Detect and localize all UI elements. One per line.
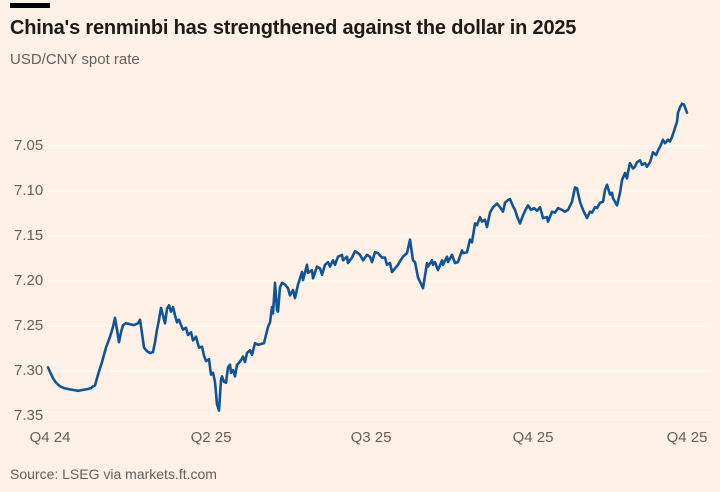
ft-accent-bar xyxy=(10,3,50,8)
usd-cny-spot-rate-line xyxy=(46,102,689,412)
x-tick-label: Q2 25 xyxy=(190,429,232,446)
x-tick-label: Q4 25 xyxy=(666,429,708,446)
y-tick-label: 7.10 xyxy=(14,182,44,199)
y-tick-label: 7.15 xyxy=(14,227,44,244)
y-tick-label: 7.05 xyxy=(14,137,44,154)
x-tick-label: Q4 24 xyxy=(29,429,71,446)
source-attribution: Source: LSEG via markets.ft.com xyxy=(10,466,217,482)
x-tick-label: Q4 25 xyxy=(512,429,554,446)
chart-title: China's renminbi has strengthened agains… xyxy=(10,17,577,39)
y-tick-label: 7.35 xyxy=(14,407,44,424)
y-tick-label: 7.20 xyxy=(14,272,44,289)
y-tick-label: 7.30 xyxy=(14,362,44,379)
y-tick-label: 7.25 xyxy=(14,317,44,334)
x-tick-label: Q3 25 xyxy=(350,429,392,446)
chart-subtitle: USD/CNY spot rate xyxy=(10,51,140,68)
